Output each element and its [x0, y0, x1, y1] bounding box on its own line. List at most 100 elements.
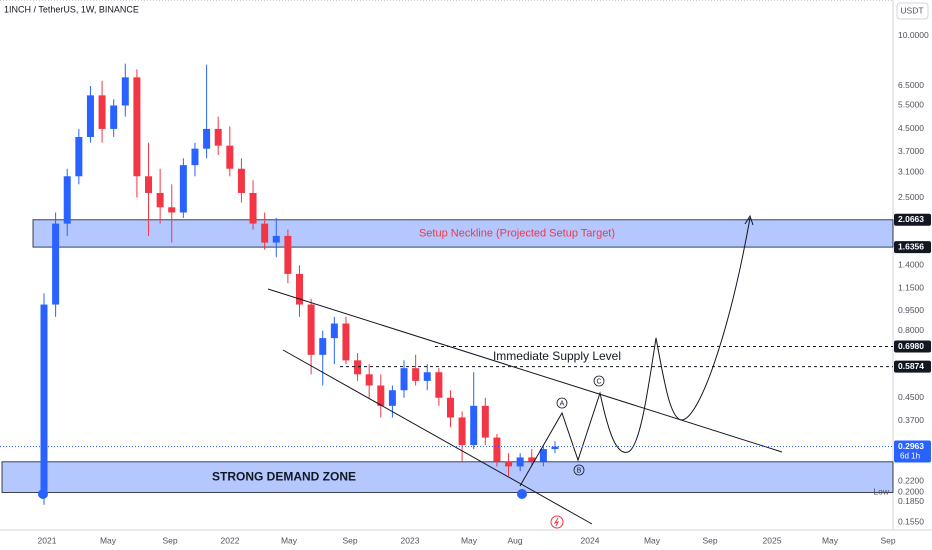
candle-body	[226, 145, 234, 169]
hand-icons	[38, 489, 527, 499]
x-tick-label: 2024	[581, 535, 600, 545]
zone-label: Setup Neckline (Projected Setup Target)	[419, 227, 615, 239]
wave-label: B	[577, 467, 582, 474]
x-tick-label: May	[644, 535, 661, 545]
candle-body	[319, 338, 327, 355]
x-tick-label: 2022	[221, 535, 240, 545]
candle-body	[551, 446, 559, 450]
candle-body	[261, 223, 269, 243]
candle-body	[528, 457, 536, 462]
candle-body	[156, 192, 164, 208]
candle-body	[214, 128, 222, 146]
wave-label: C	[596, 378, 601, 385]
y-tick-label: 0.9500	[898, 305, 924, 315]
candle-body	[272, 235, 280, 243]
candle-body	[435, 372, 443, 398]
x-tick-label: May	[461, 535, 478, 545]
y-tick-label: 0.8000	[898, 325, 924, 335]
candle-body	[493, 437, 501, 462]
chart-title: 1INCH / TetherUS, 1W, BINANCE	[4, 4, 139, 14]
zone	[1, 461, 894, 493]
price-label: 0.6980	[898, 341, 924, 351]
y-tick-label: 3.1000	[898, 167, 924, 177]
current-price: 0.2963	[898, 441, 924, 451]
y-tick-label: 0.1850	[898, 496, 924, 506]
candle-body	[505, 461, 513, 467]
x-tick-label: Sep	[342, 535, 357, 545]
x-tick-label: May	[281, 535, 298, 545]
candle-body	[400, 368, 408, 391]
candle-body	[168, 207, 176, 213]
supply-label: Immediate Supply Level	[493, 349, 621, 363]
candle-body	[539, 449, 547, 462]
wave-label: A	[560, 400, 565, 407]
candle-body	[458, 417, 466, 446]
price-box	[894, 340, 931, 353]
y-tick-label: 3.7000	[898, 146, 924, 156]
x-tick-label: Aug	[507, 535, 522, 545]
zone	[32, 219, 894, 248]
currency-box[interactable]	[896, 2, 929, 20]
candle-body	[203, 128, 211, 149]
candle-body	[249, 192, 257, 224]
candle-body	[98, 95, 106, 129]
candle-body	[121, 77, 129, 106]
current-price-box	[894, 440, 931, 463]
candle-body	[63, 176, 71, 224]
candle-body	[481, 405, 489, 438]
x-tick-label: Sep	[880, 535, 895, 545]
price-box	[894, 213, 931, 226]
candle-body	[296, 273, 303, 305]
y-tick-label: 5.5000	[898, 100, 924, 110]
price-label: 1.6356	[898, 241, 924, 251]
y-tick-label: 1.4000	[898, 260, 924, 270]
candle-body	[330, 323, 338, 339]
candle-body	[423, 372, 431, 381]
y-tick-label: 0.1550	[898, 516, 924, 526]
candle-body	[133, 77, 141, 177]
y-tick-label: 0.2200	[898, 476, 924, 486]
y-tick-label: 2.5000	[898, 192, 924, 202]
y-tick-label: 4.5000	[898, 123, 924, 133]
low-name: Low	[873, 487, 889, 497]
candle-body	[75, 136, 83, 177]
zone-label: STRONG DEMAND ZONE	[212, 469, 356, 483]
trendlines	[267, 214, 783, 525]
candle-body	[86, 95, 94, 137]
x-tick-label: 2023	[401, 535, 420, 545]
price-box	[894, 241, 931, 254]
x-tick-label: 2021	[38, 535, 57, 545]
candle-body	[110, 105, 118, 129]
candle-body	[354, 360, 362, 375]
candle-body	[342, 323, 350, 361]
low-price: 0.2000	[898, 487, 924, 497]
wave-circle	[556, 397, 568, 409]
candle-body	[412, 368, 420, 381]
candle-body	[307, 304, 315, 355]
x-tick-label: May	[100, 535, 117, 545]
countdown: 6d 1h	[900, 452, 920, 461]
y-tick-label: 1.1500	[898, 282, 924, 292]
event-icon-bolt	[553, 517, 559, 527]
candle-body	[446, 397, 454, 418]
candle-body	[516, 457, 524, 467]
candle-body	[145, 176, 153, 193]
y-tick-label: 0.3700	[898, 415, 924, 425]
wave-circle	[593, 375, 605, 387]
price-label: 0.5874	[898, 361, 924, 371]
candle-body	[237, 168, 245, 193]
candle-body	[52, 223, 60, 305]
x-tick-label: Sep	[162, 535, 177, 545]
candle-body	[377, 385, 385, 406]
x-tick-label: 2025	[763, 535, 782, 545]
candle-body	[191, 148, 199, 166]
currency: USDT	[900, 5, 923, 15]
x-tick-label: Sep	[702, 535, 717, 545]
candle-body	[179, 165, 187, 213]
candle-body	[40, 304, 48, 493]
wave-markers: A B C	[556, 375, 605, 476]
x-tick-label: May	[822, 535, 839, 545]
candle-body	[284, 235, 292, 274]
price-label: 2.0663	[898, 214, 924, 224]
